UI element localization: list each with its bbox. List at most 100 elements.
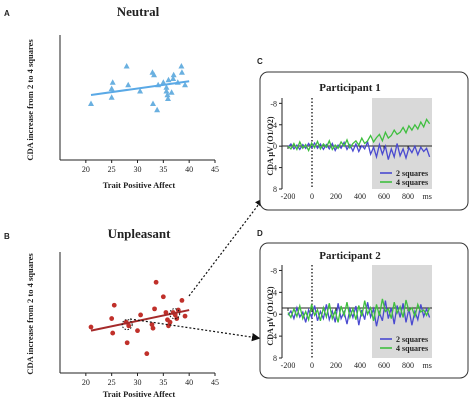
plot-area-b: 20 25 30 35 40 45 xyxy=(59,252,219,387)
x-tick-label: 45 xyxy=(211,165,219,174)
y-tick-label: -4 xyxy=(270,121,277,130)
data-point xyxy=(153,279,159,285)
series-line-2-squares xyxy=(287,139,431,161)
data-point xyxy=(182,81,189,88)
legend-label: 2 squares xyxy=(396,169,428,178)
x-tick-label: 600 xyxy=(378,192,390,201)
data-point xyxy=(160,79,167,85)
y-tick-label: 8 xyxy=(273,354,277,363)
panel-b: B Unpleasant CDA increase from 2 to 4 sq… xyxy=(4,226,219,399)
data-point xyxy=(178,63,185,69)
x-tick-label: 35 xyxy=(159,165,167,174)
data-point xyxy=(154,106,161,113)
chart-title-unpleasant: Unpleasant xyxy=(108,226,172,241)
plot-area-a: 20 25 30 35 40 45 xyxy=(59,35,219,174)
connector-arrow-to-c xyxy=(188,198,264,297)
y-tick-label: -8 xyxy=(270,99,277,108)
highlighted-participant xyxy=(169,308,181,320)
data-point xyxy=(167,319,173,325)
y-axis-label-a: CDA increase from 2 to 4 squares xyxy=(25,39,35,161)
data-point xyxy=(126,323,132,329)
data-point xyxy=(150,100,156,106)
chart-title-neutral: Neutral xyxy=(117,4,160,19)
data-point xyxy=(164,95,171,101)
legend-label: 4 squares xyxy=(396,344,428,353)
data-point xyxy=(178,69,185,75)
data-point xyxy=(88,100,94,106)
data-point xyxy=(164,91,171,98)
chart-title-participant-2: Participant 2 xyxy=(319,250,381,262)
y-tick-label: -4 xyxy=(270,288,277,297)
series-line-4-squares xyxy=(287,118,431,153)
data-point xyxy=(135,328,140,334)
x-tick-label: ms xyxy=(423,361,432,370)
analysis-window xyxy=(372,98,432,189)
x-tick-label: 400 xyxy=(354,361,366,370)
data-point xyxy=(149,322,155,327)
x-tick-label: 25 xyxy=(108,378,116,387)
series-line-2-squares xyxy=(287,300,431,327)
x-tick-label: 25 xyxy=(108,165,116,174)
data-point xyxy=(150,325,156,331)
legend-label: 2 squares xyxy=(396,335,428,344)
panel-letter-b: B xyxy=(4,232,10,241)
x-tick-label: 30 xyxy=(134,165,142,174)
connector-arrow-to-d xyxy=(129,318,261,342)
panel-letter-a: A xyxy=(4,9,10,18)
panel-d: D Participant 2 CDA µV (O1/O2) -8 -4 0 4 8 -2… xyxy=(257,229,469,379)
chart-title-participant-1: Participant 1 xyxy=(319,82,380,94)
y-axis-label-d: CDA µV (O1/O2) xyxy=(266,286,275,345)
x-tick-label: 30 xyxy=(134,378,142,387)
data-point xyxy=(163,88,170,94)
panel-a: A Neutral CDA increase from 2 to 4 squar… xyxy=(4,4,219,190)
y-tick-label: 4 xyxy=(273,164,277,173)
fit-line-a xyxy=(90,80,190,96)
data-point xyxy=(170,71,177,78)
x-tick-label: 400 xyxy=(354,192,366,201)
x-tick-label: -200 xyxy=(281,361,296,370)
panel-letter-d: D xyxy=(257,229,263,238)
data-point xyxy=(108,85,115,91)
data-point xyxy=(165,76,172,83)
data-point xyxy=(88,324,94,330)
legend-label: 4 squares xyxy=(396,178,428,187)
x-tick-label: 200 xyxy=(330,192,342,201)
y-axis-label-b: CDA increase from 2 to 4 squares xyxy=(25,253,35,375)
x-axis-label-b: Trait Positive Affect xyxy=(103,389,176,399)
y-tick-label: 4 xyxy=(273,332,277,341)
panel-c: C Participant 1 CDA µV (O1/O2) -8 -4 0 4 8 -2… xyxy=(257,57,469,211)
y-tick-label: -8 xyxy=(270,266,277,275)
highlighted-participant xyxy=(121,319,133,331)
x-tick-label: 600 xyxy=(378,361,390,370)
x-tick-label: 20 xyxy=(82,378,90,387)
y-axis-label-c: CDA µV (O1/O2) xyxy=(266,116,275,175)
data-point xyxy=(182,313,188,319)
x-tick-label: 800 xyxy=(402,361,414,370)
y-tick-label: 0 xyxy=(273,310,277,319)
data-point xyxy=(138,312,144,318)
y-tick-label: 8 xyxy=(273,185,277,194)
panel-letter-c: C xyxy=(257,57,263,66)
data-point xyxy=(160,294,166,300)
x-tick-label: 0 xyxy=(310,361,314,370)
x-tick-label: -200 xyxy=(281,192,296,201)
fit-line-b xyxy=(90,309,190,332)
data-point xyxy=(163,84,170,90)
x-tick-label: 35 xyxy=(159,378,167,387)
x-tick-label: 200 xyxy=(330,361,342,370)
data-point xyxy=(144,351,150,357)
y-tick-label: 0 xyxy=(273,142,277,151)
data-point xyxy=(151,71,158,78)
data-point xyxy=(124,340,130,346)
x-tick-label: 0 xyxy=(310,192,314,201)
data-point xyxy=(123,63,130,69)
data-point xyxy=(109,79,116,85)
x-tick-label: 40 xyxy=(185,378,193,387)
x-tick-label: 20 xyxy=(82,165,90,174)
data-point xyxy=(109,316,115,321)
x-axis-label-a: Trait Positive Affect xyxy=(103,180,176,190)
data-point xyxy=(137,88,144,94)
